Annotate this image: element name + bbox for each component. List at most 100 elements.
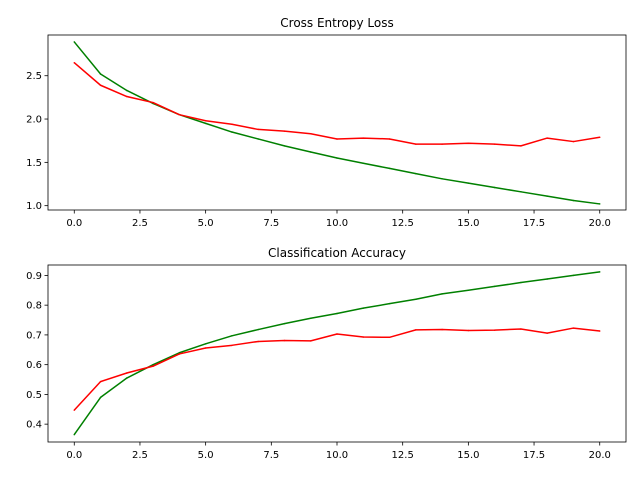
series-line-0	[73, 271, 600, 435]
data-point	[415, 329, 417, 331]
x-tick-label: 2.5	[132, 450, 148, 461]
x-tick-label: 7.5	[263, 450, 279, 461]
data-point	[572, 327, 575, 329]
data-point	[546, 195, 548, 197]
data-point	[257, 128, 259, 131]
data-point	[283, 339, 286, 342]
data-point	[126, 89, 128, 92]
data-point	[441, 178, 443, 180]
data-point	[231, 131, 233, 133]
y-tick-label: 1.5	[26, 158, 42, 169]
data-point	[572, 199, 575, 202]
data-point	[309, 317, 312, 319]
data-point	[204, 343, 207, 345]
data-point	[598, 203, 601, 205]
data-point	[336, 138, 338, 140]
data-point	[204, 347, 207, 349]
data-point	[362, 336, 365, 338]
data-point	[336, 157, 338, 159]
data-point	[99, 396, 102, 399]
data-point	[598, 271, 601, 273]
data-point	[178, 353, 181, 355]
y-tick-label: 0.7	[26, 330, 42, 341]
data-point	[257, 328, 259, 331]
data-point	[415, 143, 417, 145]
data-point	[336, 333, 338, 335]
data-point	[441, 143, 443, 145]
data-point	[415, 298, 417, 300]
data-point	[99, 380, 102, 383]
data-point	[231, 344, 233, 347]
data-point	[467, 142, 470, 145]
data-point	[257, 340, 259, 343]
data-point	[336, 312, 338, 315]
data-point	[231, 335, 233, 337]
chart-title: Classification Accuracy	[268, 246, 406, 260]
x-tick-label: 12.5	[392, 218, 414, 229]
y-tick-label: 0.5	[26, 390, 42, 401]
data-point	[388, 302, 391, 305]
data-point	[283, 130, 286, 132]
data-point	[388, 138, 391, 140]
chart-title: Cross Entropy Loss	[280, 16, 393, 30]
data-point	[99, 73, 102, 75]
data-point	[99, 84, 102, 86]
series-line-0	[73, 41, 600, 205]
data-point	[309, 133, 312, 135]
y-tick-label: 0.4	[26, 420, 42, 431]
data-point	[257, 138, 259, 140]
data-point	[493, 285, 496, 288]
data-point	[362, 307, 365, 309]
chart-panel-0: Cross Entropy Loss 0.0 2.5 5.0 7.5 10.0 12.5 15…	[26, 16, 627, 229]
data-point	[415, 172, 417, 175]
data-point	[388, 336, 391, 339]
data-point	[126, 377, 128, 379]
data-point	[572, 140, 575, 143]
data-point	[152, 101, 154, 104]
y-tick-label: 0.8	[26, 301, 42, 312]
y-tick-label: 2.5	[26, 71, 42, 82]
data-point	[493, 143, 496, 145]
x-tick-label: 2.5	[132, 218, 148, 229]
data-point	[283, 322, 286, 325]
y-tick-label: 1.0	[26, 201, 42, 212]
x-tick-label: 15.0	[457, 450, 479, 461]
x-tick-label: 0.0	[66, 450, 82, 461]
data-point	[546, 332, 548, 334]
data-point	[309, 340, 312, 342]
data-point	[362, 137, 365, 139]
data-point	[598, 136, 601, 138]
data-point	[152, 363, 154, 366]
chart-panel-1: Classification Accuracy 0.0 2.5 5.0 7.5 10.0 1…	[26, 246, 627, 461]
data-point	[126, 372, 128, 374]
data-point	[546, 278, 548, 280]
data-point	[467, 289, 470, 292]
data-point	[441, 293, 443, 295]
data-point	[204, 122, 207, 125]
series-line-1	[73, 62, 600, 147]
x-tick-label: 10.0	[326, 218, 348, 229]
data-point	[520, 328, 522, 330]
x-tick-label: 20.0	[589, 450, 611, 461]
data-point	[520, 281, 522, 284]
data-point	[204, 120, 207, 122]
y-tick-label: 2.0	[26, 115, 42, 126]
data-point	[546, 137, 548, 139]
data-point	[152, 365, 154, 367]
series-line-1	[73, 327, 600, 411]
x-tick-label: 15.0	[457, 218, 479, 229]
x-tick-label: 17.5	[523, 450, 545, 461]
data-point	[362, 162, 365, 164]
data-point	[231, 123, 233, 125]
data-point	[520, 191, 522, 193]
x-tick-label: 0.0	[66, 218, 82, 229]
data-point	[283, 145, 286, 147]
axes-frame	[47, 34, 627, 211]
y-tick-label: 0.6	[26, 360, 42, 371]
x-tick-label: 7.5	[263, 218, 279, 229]
x-tick-label: 12.5	[392, 450, 414, 461]
data-point	[441, 328, 443, 331]
x-tick-label: 5.0	[198, 450, 214, 461]
data-point	[493, 329, 496, 331]
x-tick-label: 10.0	[326, 450, 348, 461]
